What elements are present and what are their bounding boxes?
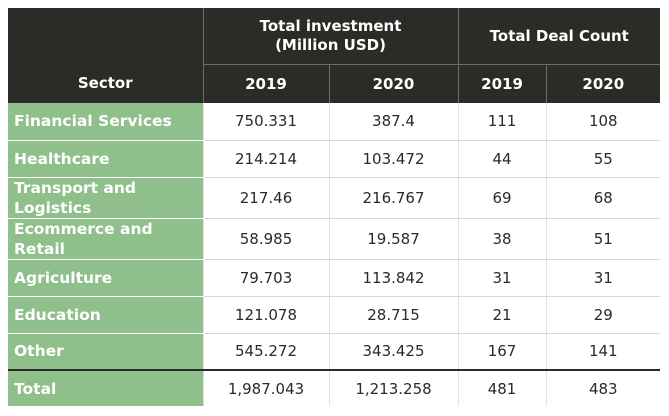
table-row: Other 545.272 343.425 167 141 <box>8 333 661 371</box>
investment-2020-cell: 387.4 <box>328 103 459 141</box>
total-investment-2020-cell: 1,213.258 <box>328 369 459 406</box>
investment-2020-cell: 343.425 <box>328 333 459 371</box>
investment-2019-cell: 214.214 <box>202 140 329 178</box>
deal-count-2020-cell: 29 <box>545 296 661 334</box>
header-sector: Sector <box>8 8 204 103</box>
header-year-dc-2020: 2020 <box>546 64 661 103</box>
deal-count-2019-cell: 167 <box>457 333 547 371</box>
investment-2020-cell: 28.715 <box>328 296 459 334</box>
table-row: Ecommerce and Retail 58.985 19.587 38 51 <box>8 218 661 260</box>
total-label-cell: Total <box>8 369 203 406</box>
header-year-inv-2020: 2020 <box>329 64 459 103</box>
header-total-investment: Total investment (Million USD) <box>203 8 459 65</box>
table-row: Financial Services 750.331 387.4 111 108 <box>8 103 661 141</box>
deal-count-2019-cell: 31 <box>457 259 547 297</box>
total-deal-count-2020-cell: 483 <box>545 369 661 406</box>
investment-table: Sector Total investment (Million USD) To… <box>8 8 661 406</box>
investment-2019-cell: 58.985 <box>202 218 329 260</box>
table-row: Education 121.078 28.715 21 29 <box>8 296 661 334</box>
total-investment-2019-cell: 1,987.043 <box>202 369 329 406</box>
deal-count-2020-cell: 55 <box>545 140 661 178</box>
deal-count-2020-cell: 31 <box>545 259 661 297</box>
header-total-deal-count: Total Deal Count <box>458 8 661 65</box>
sector-cell: Healthcare <box>8 140 203 178</box>
header-year-dc-2019: 2019 <box>458 64 547 103</box>
deal-count-2019-cell: 111 <box>457 103 547 141</box>
investment-2019-cell: 217.46 <box>202 177 329 219</box>
table-row: Agriculture 79.703 113.842 31 31 <box>8 259 661 297</box>
sector-cell: Transport and Logistics <box>8 177 203 219</box>
header-investment-line1: Total investment <box>259 17 402 35</box>
deal-count-2020-cell: 141 <box>545 333 661 371</box>
sector-cell: Education <box>8 296 203 334</box>
table-row: Healthcare 214.214 103.472 44 55 <box>8 140 661 178</box>
investment-2020-cell: 19.587 <box>328 218 459 260</box>
investment-2020-cell: 103.472 <box>328 140 459 178</box>
sector-cell: Financial Services <box>8 103 203 141</box>
total-deal-count-2019-cell: 481 <box>457 369 547 406</box>
sector-cell: Ecommerce and Retail <box>8 218 203 260</box>
investment-2019-cell: 750.331 <box>202 103 329 141</box>
investment-2019-cell: 545.272 <box>202 333 329 371</box>
header-year-inv-2019: 2019 <box>203 64 330 103</box>
total-row: Total 1,987.043 1,213.258 481 483 <box>8 369 661 406</box>
deal-count-2020-cell: 68 <box>545 177 661 219</box>
deal-count-2019-cell: 38 <box>457 218 547 260</box>
investment-2020-cell: 113.842 <box>328 259 459 297</box>
deal-count-2020-cell: 51 <box>545 218 661 260</box>
deal-count-2019-cell: 69 <box>457 177 547 219</box>
deal-count-2019-cell: 21 <box>457 296 547 334</box>
investment-2019-cell: 79.703 <box>202 259 329 297</box>
table-row: Transport and Logistics 217.46 216.767 69… <box>8 177 661 219</box>
sector-cell: Agriculture <box>8 259 203 297</box>
deal-count-2019-cell: 44 <box>457 140 547 178</box>
sector-cell: Other <box>8 333 203 371</box>
deal-count-2020-cell: 108 <box>545 103 661 141</box>
investment-2020-cell: 216.767 <box>328 177 459 219</box>
investment-2019-cell: 121.078 <box>202 296 329 334</box>
header-investment-line2: (Million USD) <box>275 36 386 54</box>
